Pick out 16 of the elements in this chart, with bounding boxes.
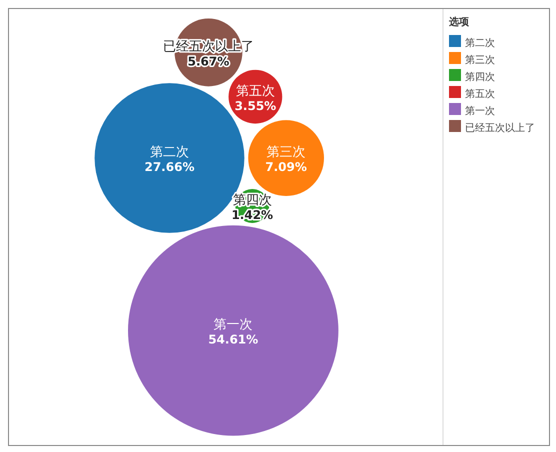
category-label: 第二次 [150,145,189,160]
category-label: 已经五次以上了 [465,123,535,134]
category-label: 第五次 [465,89,495,100]
data-label: 27.66% [144,160,194,174]
category-label: 第二次 [465,38,495,49]
data-label: 54.61% [208,332,258,347]
data-label: 5.67% [188,54,230,68]
data-label: 7.09% [265,160,307,174]
legend-title: 选项 [448,16,470,28]
category-label: 第三次 [266,145,306,160]
category-label: 第一次 [214,318,253,333]
category-label: 第五次 [236,84,275,99]
category-label: 第一次 [465,106,495,117]
category-label: 第三次 [465,55,495,66]
data-label: 3.55% [234,98,276,113]
category-label: 第四次 [465,72,495,83]
